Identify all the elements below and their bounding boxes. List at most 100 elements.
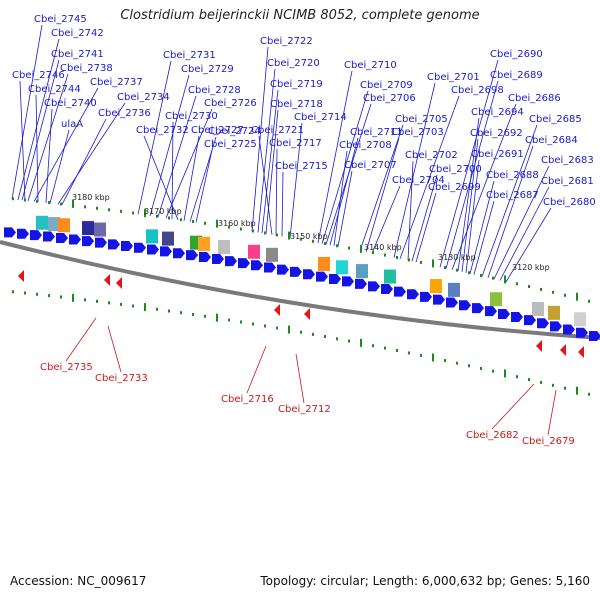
forward-gene-arrow[interactable] <box>433 294 445 305</box>
gene-label[interactable]: Cbei_2738 <box>60 63 113 74</box>
gene-label[interactable]: Cbei_2698 <box>451 85 504 96</box>
forward-gene-arrow[interactable] <box>472 303 484 314</box>
gene-label[interactable]: Cbei_2716 <box>221 394 274 405</box>
gene-label[interactable]: Cbei_2681 <box>541 176 594 187</box>
gene-label[interactable]: Cbei_2702 <box>405 150 458 161</box>
forward-gene-arrow[interactable] <box>329 273 341 284</box>
gene-label[interactable]: Cbei_2732 <box>136 125 189 136</box>
forward-gene-arrow[interactable] <box>446 297 458 308</box>
forward-gene-arrow[interactable] <box>17 228 29 239</box>
forward-gene-arrow[interactable] <box>30 230 42 241</box>
forward-gene-arrow[interactable] <box>511 312 523 323</box>
forward-gene-arrow[interactable] <box>95 237 107 248</box>
forward-gene-arrow[interactable] <box>498 309 510 320</box>
forward-gene-arrow[interactable] <box>537 318 549 329</box>
gene-label[interactable]: Cbei_2683 <box>541 155 594 166</box>
gene-label[interactable]: Cbei_2736 <box>98 108 151 119</box>
forward-gene-arrow[interactable] <box>238 258 250 269</box>
forward-gene-arrow[interactable] <box>277 264 289 275</box>
gene-label[interactable]: Cbei_2680 <box>543 197 596 208</box>
forward-gene-arrow[interactable] <box>485 306 497 317</box>
forward-gene-arrow[interactable] <box>251 260 263 271</box>
reverse-gene-arrow[interactable] <box>560 344 566 356</box>
forward-gene-arrow[interactable] <box>264 262 276 273</box>
forward-gene-arrow[interactable] <box>134 242 146 253</box>
forward-gene-arrow[interactable] <box>108 239 120 250</box>
gene-label[interactable]: Cbei_2727 <box>191 125 244 136</box>
gene-label[interactable]: Cbei_2689 <box>490 70 543 81</box>
forward-gene-arrow[interactable] <box>342 276 354 287</box>
forward-gene-arrow[interactable] <box>173 248 185 259</box>
gene-label[interactable]: Cbei_2721 <box>251 125 304 136</box>
reverse-gene-arrow[interactable] <box>18 270 24 282</box>
forward-gene-arrow[interactable] <box>303 269 315 280</box>
gene-label[interactable]: Cbei_2688 <box>486 170 539 181</box>
gene-label[interactable]: Cbei_2712 <box>278 404 331 415</box>
forward-gene-arrow[interactable] <box>4 227 16 238</box>
gene-label[interactable]: Cbei_2714 <box>294 112 347 123</box>
forward-gene-arrow[interactable] <box>160 246 172 257</box>
gene-label[interactable]: Cbei_2711 <box>350 127 403 138</box>
gene-label[interactable]: Cbei_2686 <box>508 93 561 104</box>
gene-label[interactable]: Cbei_2684 <box>525 135 578 146</box>
gene-label[interactable]: Cbei_2745 <box>34 14 87 25</box>
forward-gene-arrow[interactable] <box>576 327 588 338</box>
gene-label[interactable]: Cbei_2690 <box>490 49 543 60</box>
gene-label[interactable]: Cbei_2742 <box>51 28 104 39</box>
forward-gene-arrow[interactable] <box>199 252 211 263</box>
gene-label[interactable]: Cbei_2718 <box>270 99 323 110</box>
gene-label[interactable]: Cbei_2746 <box>12 70 65 81</box>
forward-gene-arrow[interactable] <box>43 231 55 242</box>
gene-label[interactable]: Cbei_2725 <box>204 139 257 150</box>
gene-label[interactable]: Cbei_2741 <box>51 49 104 60</box>
reverse-gene-arrow[interactable] <box>274 304 280 316</box>
forward-gene-arrow[interactable] <box>381 283 393 294</box>
forward-gene-arrow[interactable] <box>563 324 575 335</box>
gene-label[interactable]: Cbei_2744 <box>28 84 81 95</box>
reverse-gene-arrow[interactable] <box>578 346 584 358</box>
forward-gene-arrow[interactable] <box>459 300 471 311</box>
gene-label[interactable]: Cbei_2704 <box>392 175 445 186</box>
gene-label[interactable]: Cbei_2737 <box>90 77 143 88</box>
gene-label[interactable]: Cbei_2726 <box>204 98 257 109</box>
forward-gene-arrow[interactable] <box>56 233 68 244</box>
forward-gene-arrow[interactable] <box>407 289 419 300</box>
gene-label[interactable]: Cbei_2731 <box>163 50 216 61</box>
gene-label[interactable]: Cbei_2710 <box>344 60 397 71</box>
gene-label[interactable]: Cbei_2679 <box>522 436 575 447</box>
forward-gene-arrow[interactable] <box>316 271 328 282</box>
gene-label[interactable]: Cbei_2728 <box>188 85 241 96</box>
gene-label[interactable]: Cbei_2720 <box>267 58 320 69</box>
gene-label[interactable]: Cbei_2740 <box>44 98 97 109</box>
forward-gene-arrow[interactable] <box>550 321 562 332</box>
gene-label[interactable]: ulaA <box>61 119 83 130</box>
gene-label[interactable]: Cbei_2734 <box>117 92 170 103</box>
gene-label[interactable]: Cbei_2709 <box>360 80 413 91</box>
gene-label[interactable]: Cbei_2687 <box>486 190 539 201</box>
gene-label[interactable]: Cbei_2685 <box>529 114 582 125</box>
forward-gene-arrow[interactable] <box>225 256 237 267</box>
gene-label[interactable]: Cbei_2692 <box>470 128 523 139</box>
gene-label[interactable]: Cbei_2730 <box>165 111 218 122</box>
gene-label[interactable]: Cbei_2722 <box>260 36 313 47</box>
forward-gene-arrow[interactable] <box>212 254 224 265</box>
reverse-gene-arrow[interactable] <box>104 274 110 286</box>
gene-label[interactable]: Cbei_2703 <box>391 127 444 138</box>
gene-label[interactable]: Cbei_2735 <box>40 362 93 373</box>
forward-gene-arrow[interactable] <box>394 286 406 297</box>
gene-label[interactable]: Cbei_2682 <box>466 430 519 441</box>
gene-label[interactable]: Cbei_2707 <box>344 160 397 171</box>
gene-label[interactable]: Cbei_2701 <box>427 72 480 83</box>
gene-label[interactable]: Cbei_2694 <box>471 107 524 118</box>
gene-label[interactable]: Cbei_2706 <box>363 93 416 104</box>
reverse-gene-arrow[interactable] <box>304 308 310 320</box>
forward-gene-arrow[interactable] <box>186 250 198 261</box>
forward-gene-arrow[interactable] <box>589 330 600 341</box>
gene-label[interactable]: Cbei_2719 <box>270 79 323 90</box>
reverse-gene-arrow[interactable] <box>116 277 122 289</box>
gene-label[interactable]: Cbei_2708 <box>339 140 392 151</box>
gene-label[interactable]: Cbei_2717 <box>269 138 322 149</box>
reverse-gene-arrow[interactable] <box>536 340 542 352</box>
gene-label[interactable]: Cbei_2724 <box>208 126 261 137</box>
forward-gene-arrow[interactable] <box>524 315 536 326</box>
